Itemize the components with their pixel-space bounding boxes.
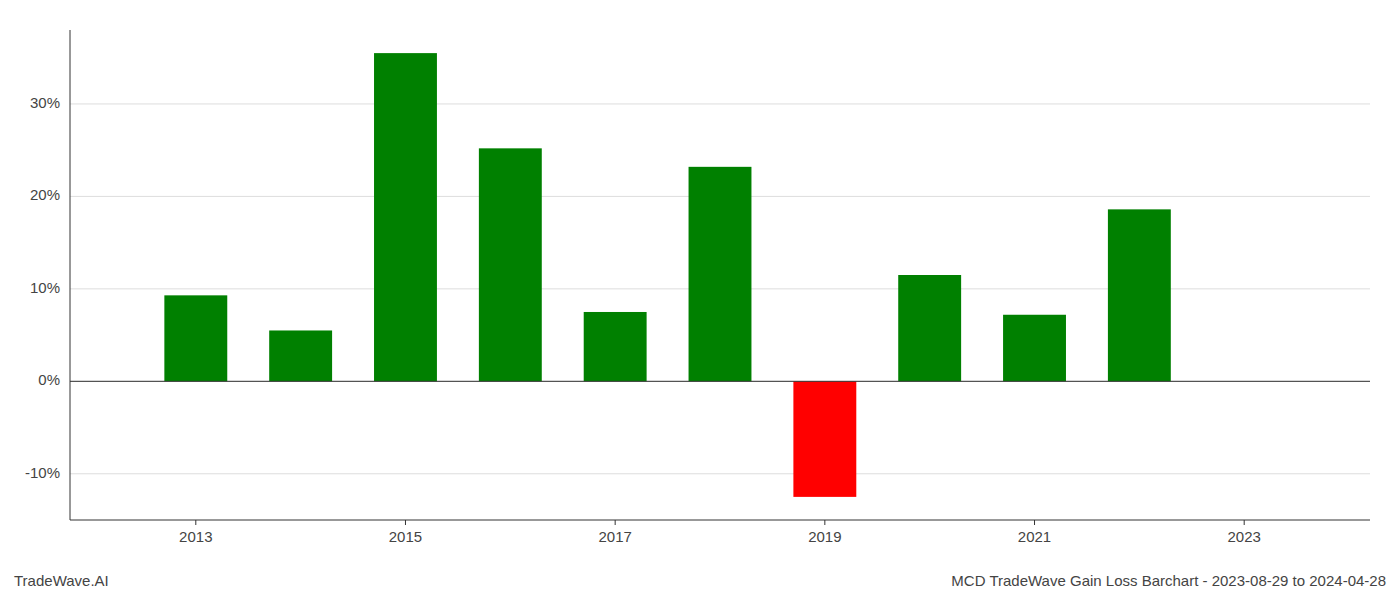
- bar: [689, 167, 752, 381]
- x-tick-label: 2017: [598, 528, 631, 545]
- x-tick-label: 2021: [1018, 528, 1051, 545]
- grid-line: [70, 381, 1370, 382]
- y-tick-label: 30%: [30, 94, 60, 111]
- bars: [164, 53, 1170, 497]
- grid-line: [70, 473, 1370, 474]
- y-tick-label: 0%: [38, 371, 60, 388]
- bar: [164, 295, 227, 381]
- zero-line: [70, 381, 1370, 382]
- x-tick: [1244, 520, 1245, 525]
- y-grid: [70, 104, 1370, 474]
- x-tick-label: 2023: [1228, 528, 1261, 545]
- bar: [269, 330, 332, 381]
- bar: [479, 148, 542, 381]
- bar: [584, 312, 647, 381]
- x-tick: [195, 520, 196, 525]
- bar: [374, 53, 437, 381]
- footer-text: TradeWave.AI: [14, 572, 109, 589]
- bar: [1003, 315, 1066, 382]
- y-tick-label: -10%: [25, 464, 60, 481]
- x-tick: [615, 520, 616, 525]
- chart-container: -10% 0% 10% 20% 30% 2013 2015 2017 2019 2021 2023 T…: [0, 0, 1400, 600]
- x-tick-label: 2015: [389, 528, 422, 545]
- y-tick-label: 10%: [30, 279, 60, 296]
- x-axis-line: [70, 520, 1370, 521]
- x-tick: [405, 520, 406, 525]
- title: MCD TradeWave Gain Loss Barchart - 2023-…: [951, 572, 1386, 589]
- x-tick-label: 2013: [179, 528, 212, 545]
- x-tick: [1034, 520, 1035, 525]
- grid-line: [70, 103, 1370, 104]
- y-axis-line: [70, 30, 71, 520]
- x-tick-label: 2019: [808, 528, 841, 545]
- bar: [793, 381, 856, 497]
- x-tick: [824, 520, 825, 525]
- bar: [1108, 209, 1171, 381]
- chart: -10% 0% 10% 20% 30% 2013 2015 2017 2019 2021 2023 T…: [0, 0, 1400, 600]
- y-tick-label: 20%: [30, 186, 60, 203]
- bar: [898, 275, 961, 381]
